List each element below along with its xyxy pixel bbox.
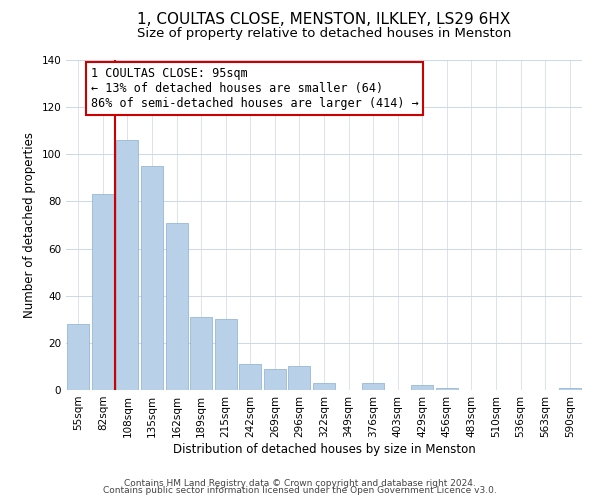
Text: Size of property relative to detached houses in Menston: Size of property relative to detached ho… bbox=[137, 28, 511, 40]
Text: Contains public sector information licensed under the Open Government Licence v3: Contains public sector information licen… bbox=[103, 486, 497, 495]
Bar bbox=[239, 364, 262, 390]
Bar bbox=[141, 166, 163, 390]
X-axis label: Distribution of detached houses by size in Menston: Distribution of detached houses by size … bbox=[173, 442, 475, 456]
Bar bbox=[116, 140, 139, 390]
Bar bbox=[92, 194, 114, 390]
Bar bbox=[436, 388, 458, 390]
Y-axis label: Number of detached properties: Number of detached properties bbox=[23, 132, 36, 318]
Bar bbox=[313, 383, 335, 390]
Bar bbox=[264, 369, 286, 390]
Text: 1, COULTAS CLOSE, MENSTON, ILKLEY, LS29 6HX: 1, COULTAS CLOSE, MENSTON, ILKLEY, LS29 … bbox=[137, 12, 511, 28]
Bar bbox=[411, 386, 433, 390]
Bar bbox=[67, 324, 89, 390]
Text: 1 COULTAS CLOSE: 95sqm
← 13% of detached houses are smaller (64)
86% of semi-det: 1 COULTAS CLOSE: 95sqm ← 13% of detached… bbox=[91, 67, 418, 110]
Bar bbox=[215, 320, 237, 390]
Bar bbox=[190, 317, 212, 390]
Bar bbox=[559, 388, 581, 390]
Bar bbox=[289, 366, 310, 390]
Bar bbox=[166, 222, 188, 390]
Bar bbox=[362, 383, 384, 390]
Text: Contains HM Land Registry data © Crown copyright and database right 2024.: Contains HM Land Registry data © Crown c… bbox=[124, 478, 476, 488]
